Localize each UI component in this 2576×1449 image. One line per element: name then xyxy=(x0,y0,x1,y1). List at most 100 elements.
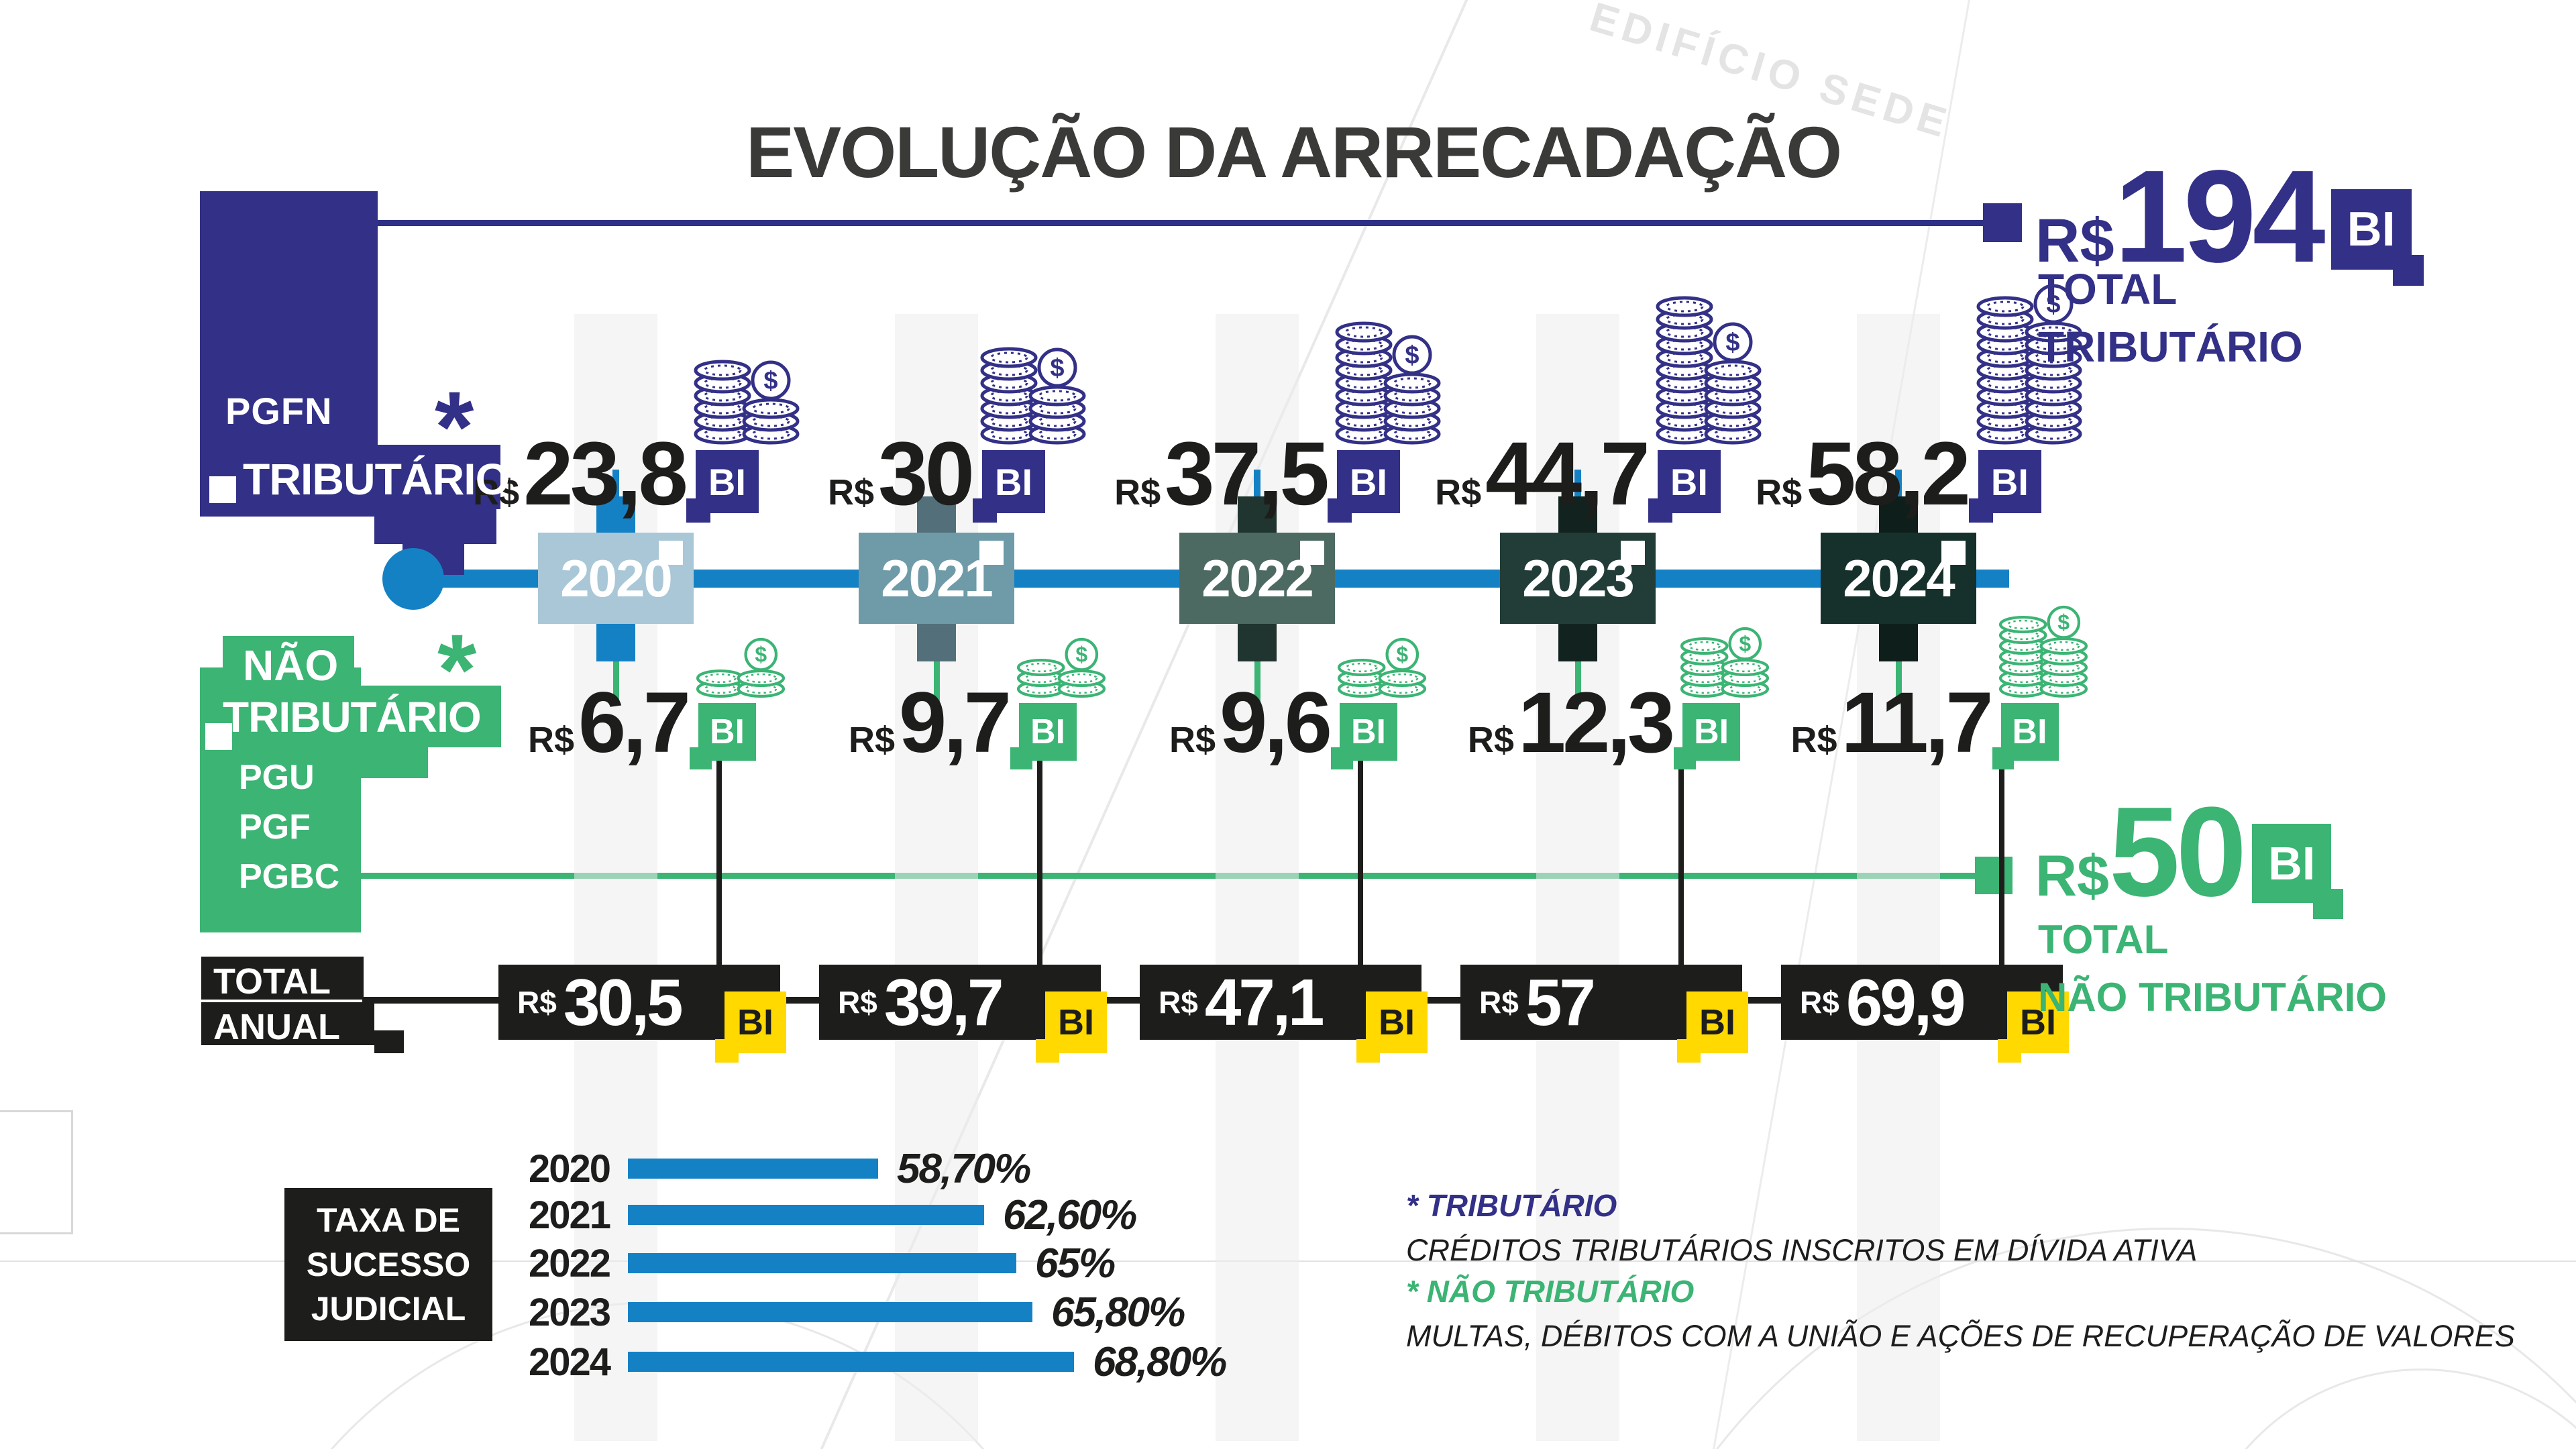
tributario-total-marker xyxy=(1983,203,2022,242)
timeline-tick-top xyxy=(1558,496,1597,535)
year-badge: 2024 xyxy=(1821,533,1976,624)
timeline-tick-bottom xyxy=(1879,623,1918,661)
bi-badge: BI xyxy=(2330,189,2424,286)
footnote-tributario: * TRIBUTÁRIO CRÉDITOS TRIBUTÁRIOS INSCRI… xyxy=(1406,1187,2197,1268)
year-badge: 2021 xyxy=(859,533,1014,624)
nao-tributario-value: 12,3 xyxy=(1517,675,1675,771)
svg-text:$: $ xyxy=(2057,610,2070,634)
total-tributario-value: 194 xyxy=(2114,143,2326,290)
svg-text:$: $ xyxy=(1075,642,1087,666)
tributario-value-group: R$ 58,2 $ BI xyxy=(1719,284,2121,523)
bi-badge: BI xyxy=(1356,991,1428,1063)
total-nao-tributario-amount: R$ 50 BI xyxy=(2035,781,2343,923)
tributario-total-line xyxy=(376,220,1984,226)
nao-tributario-value-group: R$ 12,3 $ BI xyxy=(1425,627,1814,771)
total-connector xyxy=(1037,757,1042,968)
success-rate-row: 2021 62,60% xyxy=(529,1192,1137,1238)
tributario-block-step xyxy=(374,509,496,544)
nao-tributario-orgs: PGU PGF PGBC xyxy=(239,753,339,902)
currency-prefix: R$ xyxy=(849,720,896,760)
currency-prefix: R$ xyxy=(2035,207,2114,275)
tributario-coins-group: $ BI xyxy=(1327,290,1443,523)
success-rate-bar xyxy=(628,1253,1016,1273)
nao-tributario-white-square xyxy=(205,723,232,750)
currency-prefix: R$ xyxy=(1435,472,1482,513)
nao-tributario-total-marker xyxy=(1975,857,2012,894)
total-nao-tributario-value: 50 xyxy=(2108,781,2247,923)
success-rate-year: 2020 xyxy=(529,1146,611,1191)
footnote-description: MULTAS, DÉBITOS COM A UNIÃO E AÇÕES DE R… xyxy=(1406,1319,2515,1353)
currency-prefix: R$ xyxy=(1756,472,1803,513)
nao-tributario-value-group: R$ 9,7 $ BI xyxy=(784,637,1173,769)
total-anual-label-line1: TOTAL xyxy=(213,961,331,1002)
nao-tributario-block-step xyxy=(361,746,428,778)
svg-text:$: $ xyxy=(1396,642,1408,666)
currency-prefix: R$ xyxy=(473,472,520,513)
nao-tributario-coins-group: $ BI xyxy=(1674,610,1771,769)
nao-tributario-value: 6,7 xyxy=(578,675,691,771)
total-anual-value: 47,1 xyxy=(1204,965,1325,1039)
bi-badge: BI xyxy=(715,991,786,1063)
tributario-coins-group: $ BI xyxy=(1968,264,2084,523)
nao-tributario-total-line xyxy=(360,873,1978,879)
nao-tributario-connector xyxy=(1896,660,1902,704)
timeline-tick-bottom xyxy=(1238,623,1277,661)
timeline-tick-top xyxy=(596,496,635,535)
coin-stack-icon: $ xyxy=(1333,290,1443,445)
year-label: 2024 xyxy=(1843,548,1955,608)
footnote-description: CRÉDITOS TRIBUTÁRIOS INSCRITOS EM DÍVIDA… xyxy=(1406,1233,2198,1267)
bi-badge: BI xyxy=(1998,991,2069,1063)
total-anual-label-strip xyxy=(201,957,364,1000)
bi-badge: BI xyxy=(972,450,1046,523)
coin-stack-icon: $ xyxy=(1015,621,1108,698)
total-connector xyxy=(1999,757,2004,968)
coin-stack-icon: $ xyxy=(1336,621,1428,698)
nao-tributario-value: 9,6 xyxy=(1220,675,1332,771)
total-connector xyxy=(716,757,722,968)
org-pgf: PGF xyxy=(239,808,311,847)
nao-tributario-amount: R$ 9,7 xyxy=(849,680,1012,765)
coin-stack-icon: $ xyxy=(1974,264,2084,445)
currency-prefix: R$ xyxy=(1479,985,1519,1020)
svg-text:$: $ xyxy=(1739,631,1751,655)
tributario-connector xyxy=(933,470,940,502)
org-pgu: PGU xyxy=(239,758,315,797)
tributario-amount: R$ 44,7 xyxy=(1435,429,1650,519)
bi-badge: BI xyxy=(1677,991,1748,1063)
nao-tributario-coins-group: $ BI xyxy=(1992,589,2090,769)
nao-tributario-coins-group: $ BI xyxy=(690,621,787,769)
year-badge: 2022 xyxy=(1179,533,1335,624)
success-rate-year: 2024 xyxy=(529,1340,611,1384)
coin-stack-icon: $ xyxy=(1654,264,1764,445)
coin-stack-icon: $ xyxy=(1678,610,1771,698)
timeline-tick-bottom xyxy=(1558,623,1597,661)
currency-prefix: R$ xyxy=(2035,844,2109,908)
nao-tributario-value-group: R$ 9,6 $ BI xyxy=(1104,637,1493,771)
total-anual-value: 69,9 xyxy=(1845,965,1966,1039)
footnote-term: * NÃO TRIBUTÁRIO xyxy=(1406,1274,1695,1309)
nao-tributario-value-group: R$ 6,7 $ BI xyxy=(463,637,852,771)
success-rate-year: 2021 xyxy=(529,1193,611,1237)
tributario-amount: R$ 58,2 xyxy=(1756,429,1971,519)
svg-text:$: $ xyxy=(755,642,767,666)
bi-badge: BI xyxy=(1331,703,1397,769)
footnote-nao-tributario: * NÃO TRIBUTÁRIO MULTAS, DÉBITOS COM A U… xyxy=(1406,1273,2515,1354)
page-title: EVOLUÇÃO DA ARRECADAÇÃO xyxy=(746,111,1842,193)
nao-tributario-amount: R$ 11,7 xyxy=(1790,680,1993,765)
tributario-value: 30 xyxy=(877,424,975,524)
currency-prefix: R$ xyxy=(517,985,557,1020)
year-label: 2020 xyxy=(560,548,673,608)
nao-tributario-coins-group: $ BI xyxy=(1010,621,1108,769)
currency-prefix: R$ xyxy=(1114,472,1161,513)
nao-tributario-asterisk: * xyxy=(437,613,477,726)
timeline-tick-top xyxy=(1879,496,1918,535)
svg-text:$: $ xyxy=(2046,290,2060,319)
nao-tributario-amount: R$ 12,3 xyxy=(1468,675,1675,771)
success-rate-value: 65% xyxy=(1035,1240,1116,1287)
currency-prefix: R$ xyxy=(1790,720,1837,760)
success-rate-row: 2024 68,80% xyxy=(529,1339,1227,1385)
svg-text:$: $ xyxy=(1050,354,1064,382)
